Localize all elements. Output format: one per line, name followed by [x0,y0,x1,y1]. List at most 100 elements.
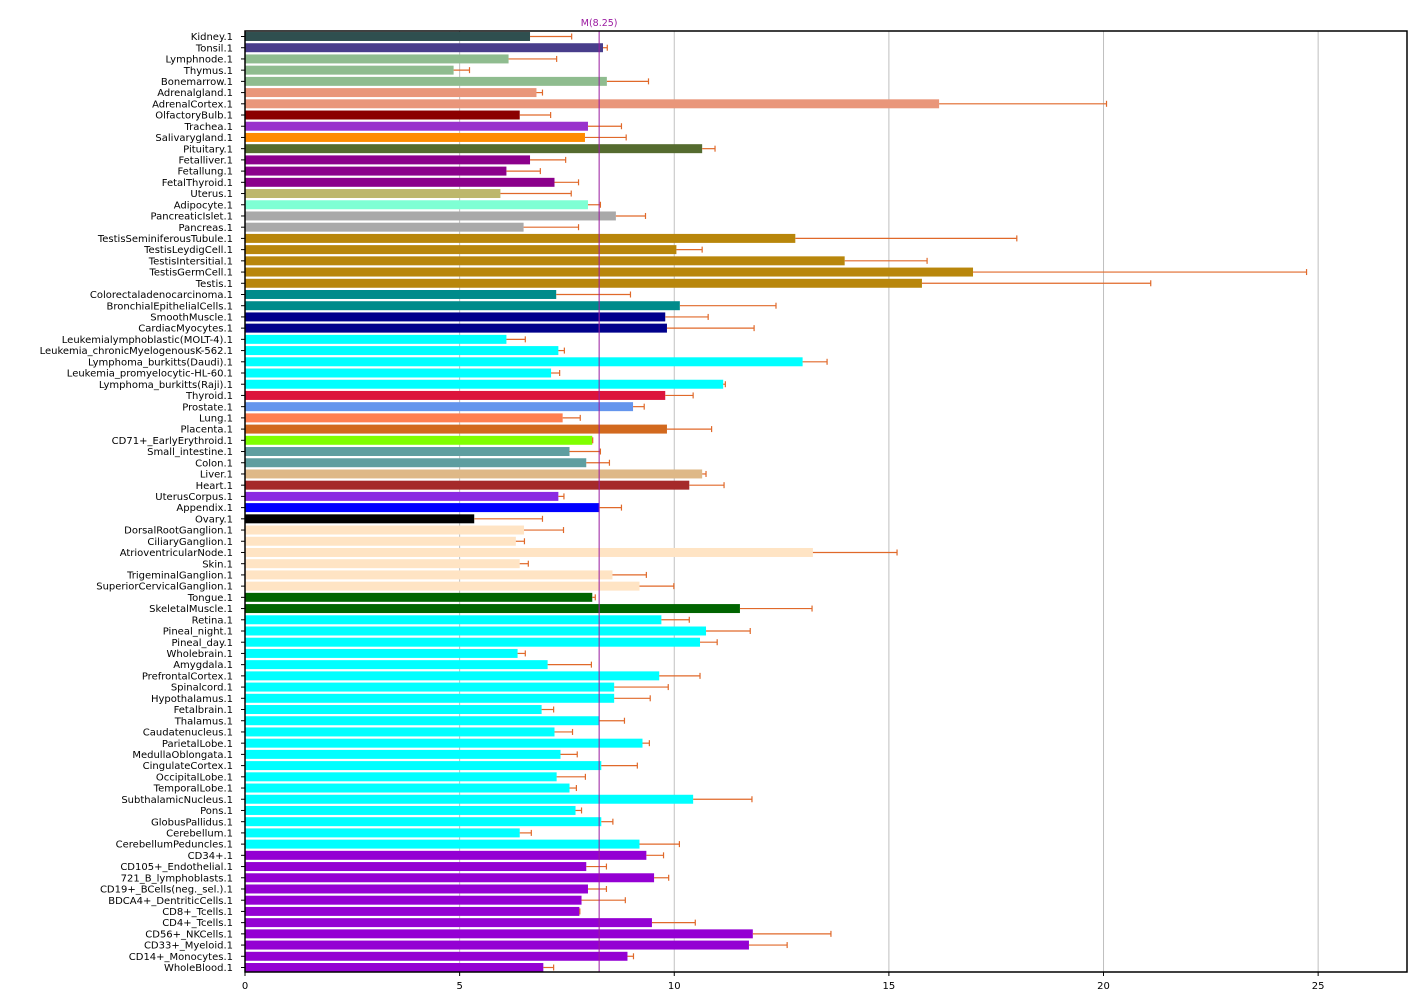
y-tick-label: SkeletalMuscle.1 [149,604,233,615]
y-tick-label: PrefrontalCortex.1 [142,671,233,682]
bar [245,738,643,748]
bar [245,368,552,378]
bar [245,402,634,412]
bar [245,65,454,75]
bar [245,222,524,232]
bar [245,581,640,591]
y-tick-label: Fetalbrain.1 [174,705,233,716]
y-tick-label: Wholebrain.1 [166,649,233,660]
bar [245,716,600,726]
bar [245,54,509,64]
y-tick-label: Bonemarrow.1 [161,77,233,88]
y-tick-label: CingulateCortex.1 [143,761,233,772]
y-tick-label: Skin.1 [202,559,233,570]
bar [245,334,507,344]
y-tick-label: Uterus.1 [190,189,233,200]
x-tick-label: 5 [456,981,462,992]
y-tick-label: PancreaticIslet.1 [151,212,233,223]
bar [245,312,666,322]
x-tick-label: 15 [883,981,896,992]
bar [245,189,501,199]
bar [245,503,600,513]
bar [245,379,724,389]
bar [245,144,703,154]
y-tick-label: DorsalRootGanglion.1 [124,526,233,537]
y-tick-label: CD4+_Tcells.1 [162,918,233,929]
bar [245,290,557,299]
y-tick-label: TestisSeminiferousTubule.1 [97,234,233,245]
bar [245,357,803,367]
y-tick-label: Thalamus.1 [174,716,233,727]
bar [245,458,587,468]
y-tick-label: TrigeminalGanglion.1 [126,571,233,582]
bar [245,615,662,625]
y-tick-label: BDCA4+_DentriticCells.1 [108,896,233,907]
error-bars [453,33,1308,971]
bar [245,88,537,98]
y-tick-label: GlobusPallidus.1 [151,817,233,828]
y-tick-label: Adrenalgland.1 [157,88,233,99]
y-tick-label: TestisGermCell.1 [149,268,234,279]
y-tick-label: TestisIntersitial.1 [148,256,233,267]
bar [245,121,588,131]
bar [245,772,557,782]
y-tick-label: Amygdala.1 [173,660,233,671]
bar [245,626,707,636]
y-tick-label: AdrenalCortex.1 [152,99,233,110]
y-tick-label: CD56+_NKCells.1 [145,929,233,940]
y-tick-label: CD8+_Tcells.1 [162,907,233,918]
bar [245,32,531,41]
y-tick-label: Pituitary.1 [183,144,233,155]
y-tick-label: Pineal_day.1 [172,638,234,649]
y-tick-label: SubthalamicNucleus.1 [121,795,233,806]
bar [245,346,559,356]
bar [245,839,640,849]
bar [245,660,548,670]
y-tick-label: TestisLeydigCell.1 [143,245,233,256]
y-tick-label: SuperiorCervicalGanglion.1 [96,582,233,593]
y-tick-label: 721_B_lymphoblasts.1 [121,873,233,884]
y-tick-label: Leukemia_promyelocytic-HL-60.1 [67,369,233,380]
bar [245,547,813,557]
y-tick-label: CD19+_BCells(neg._sel.).1 [100,885,233,896]
x-tick-label: 10 [668,981,681,992]
bar [245,132,585,142]
y-tick-label: SmoothMuscle.1 [150,313,233,324]
y-tick-label: FetalThyroid.1 [162,178,233,189]
bar [245,435,593,445]
bar [245,166,507,176]
y-tick-label: CerebellumPeduncles.1 [116,840,233,851]
y-tick-label: AtrioventricularNode.1 [120,548,233,559]
bar [245,233,796,243]
bar [245,862,587,872]
y-tick-label: Adipocyte.1 [174,200,233,211]
gridlines [459,31,1319,972]
y-tick-label: Hypothalamus.1 [151,694,233,705]
y-tick-label: CD34+.1 [188,851,233,862]
y-tick-label: Thyroid.1 [185,391,233,402]
y-tick-label: Leukemialymphoblastic(MOLT-4).1 [62,335,233,346]
bar [245,525,525,535]
bar [245,536,516,546]
y-tick-labels: Kidney.1Tonsil.1Lymphnode.1Thymus.1Bonem… [40,32,245,974]
bar [245,99,940,109]
bar [245,963,544,972]
bar [245,682,615,692]
bar [245,480,690,490]
y-tick-label: Salivarygland.1 [155,133,233,144]
bar [245,424,667,434]
bar [245,110,520,120]
bar [245,648,518,658]
y-tick-label: Lymphoma_burkitts(Raji).1 [99,380,233,391]
bar [245,211,616,221]
bar [245,671,660,681]
y-tick-label: Placenta.1 [180,425,233,436]
y-tick-label: Kidney.1 [191,32,233,43]
bar [245,906,580,916]
y-tick-label: Lymphoma_burkitts(Daudi).1 [88,357,233,368]
y-tick-label: CD14+_Monocytes.1 [129,952,233,963]
y-tick-label: UterusCorpus.1 [155,492,233,503]
y-tick-label: CardiacMyocytes.1 [138,324,233,335]
bar [245,940,749,950]
